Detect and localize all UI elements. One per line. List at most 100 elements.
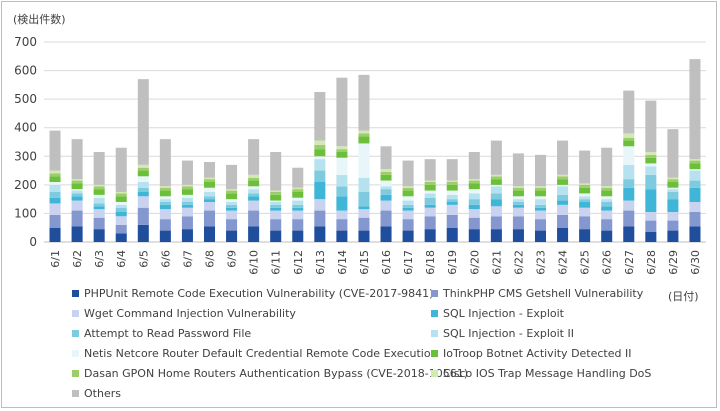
legend-label: Others <box>84 386 121 400</box>
bar-segment <box>601 186 613 188</box>
bar-segment <box>380 194 392 201</box>
bar-segment <box>292 189 304 192</box>
bar-segment <box>380 174 392 181</box>
bar-segment <box>645 174 657 190</box>
bar-segment <box>402 204 414 208</box>
bar-segment <box>203 196 216 200</box>
bar-segment <box>49 203 61 215</box>
bar-segment <box>446 180 458 182</box>
legend-item: Wget Command Injection Vulnerability <box>72 306 296 320</box>
bar-segment <box>380 169 392 172</box>
bar-segment <box>248 174 260 178</box>
x-tick-label: 6/27 <box>623 250 636 275</box>
bar-segment <box>159 190 171 197</box>
bar-segment <box>314 92 326 141</box>
bar-segment <box>203 187 216 192</box>
bar-segment <box>226 210 238 220</box>
bar-segment <box>358 209 370 218</box>
bar-segment <box>314 149 326 157</box>
bar-segment <box>601 230 613 242</box>
bar-segment <box>468 229 480 242</box>
x-tick-label: 6/24 <box>557 250 570 275</box>
bar-segment <box>446 199 458 202</box>
bar-segment <box>534 186 547 188</box>
bar-segment <box>270 194 282 201</box>
bar-segment <box>49 130 61 171</box>
bar-segment <box>93 209 105 218</box>
legend-label: Cisco IOS Trap Message Handling DoS <box>443 366 652 380</box>
bar-segment <box>579 183 591 185</box>
bar-segment <box>512 207 524 217</box>
bar-segment <box>601 196 613 200</box>
bar-segment <box>645 220 657 232</box>
bar-segment <box>181 216 193 230</box>
bar-segment <box>579 207 591 217</box>
bar-segment <box>314 159 326 171</box>
bar-segment <box>424 204 436 208</box>
bar-segment <box>557 179 569 185</box>
bar-segment <box>557 227 569 242</box>
bar-segment <box>358 192 370 207</box>
bar-segment <box>402 186 414 188</box>
bar-segment <box>248 189 260 194</box>
bar-segment <box>424 190 436 194</box>
bar-segment <box>601 199 613 202</box>
bar-segment <box>601 206 613 211</box>
bar-segment <box>402 196 414 201</box>
legend-item: PHPUnit Remote Code Execution Vulnerabil… <box>72 286 433 300</box>
bar-segment <box>292 210 304 220</box>
bar-stack <box>292 167 304 242</box>
bar-segment <box>446 214 458 228</box>
bar-segment <box>623 146 635 165</box>
bar-segment <box>137 79 149 165</box>
bar-segment <box>490 176 502 180</box>
bar-segment <box>181 229 193 242</box>
bar-segment <box>601 219 613 231</box>
bar-stack <box>203 162 216 242</box>
bar-segment <box>490 199 502 207</box>
bar-segment <box>623 200 635 211</box>
bar-segment <box>623 137 635 141</box>
bar-segment <box>534 187 547 191</box>
x-tick-label: 6/10 <box>248 250 261 275</box>
legend-item: ThinkPHP CMS Getshell Vulnerability <box>431 286 643 300</box>
bar-segment <box>159 196 171 200</box>
bar-segment <box>645 154 657 158</box>
bar-segment <box>557 200 569 205</box>
legend-label: SQL Injection - Exploit <box>443 306 564 320</box>
bar-segment <box>380 186 392 190</box>
bar-segment <box>667 187 679 190</box>
bar-segment <box>468 152 480 180</box>
bar-segment <box>137 170 149 177</box>
bar-segment <box>181 194 193 198</box>
bar-segment <box>689 202 701 212</box>
bar-segment <box>689 163 701 170</box>
bar-segment <box>667 220 679 231</box>
x-tick-label: 6/18 <box>424 250 437 275</box>
bar-segment <box>468 204 480 210</box>
bar-segment <box>181 204 193 208</box>
bar-segment <box>203 182 216 188</box>
bar-segment <box>424 197 436 205</box>
bar-segment <box>557 186 569 195</box>
legend-swatch <box>72 309 79 317</box>
bar-segment <box>137 224 149 242</box>
legend-item: Attempt to Read Password File <box>72 326 251 340</box>
bar-segment <box>71 200 83 211</box>
bar-segment <box>71 196 83 201</box>
bar-segment <box>579 216 591 230</box>
bar-segment <box>248 193 260 197</box>
bar-stack <box>689 59 701 242</box>
legend-item: Cisco IOS Trap Message Handling DoS <box>431 366 651 380</box>
bar-segment <box>93 186 105 190</box>
legend-label: Attempt to Read Password File <box>84 326 252 340</box>
bar-segment <box>490 179 502 185</box>
bar-segment <box>534 230 547 242</box>
legend-swatch <box>72 329 79 337</box>
bar-segment <box>159 209 171 220</box>
legend-item: IoTroop Botnet Activity Detected II <box>431 346 631 360</box>
bar-segment <box>49 214 61 228</box>
bar-stack <box>446 159 458 242</box>
bar-segment <box>512 199 524 202</box>
x-axis-label: (日付) <box>668 290 699 303</box>
